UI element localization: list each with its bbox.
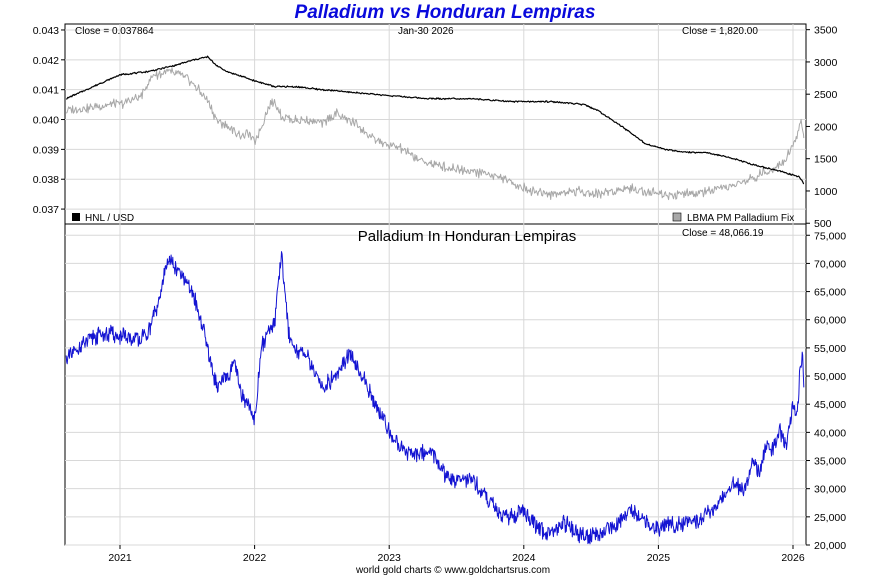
right-tick-label: 3000 [814, 57, 838, 69]
bottom-right-tick-label: 55,000 [814, 343, 846, 355]
bottom-right-tick-label: 20,000 [814, 540, 846, 552]
left-tick-label: 0.038 [33, 174, 59, 186]
left-tick-label: 0.043 [33, 25, 59, 37]
bottom-right-tick-label: 65,000 [814, 287, 846, 299]
bottom-right-tick-label: 60,000 [814, 315, 846, 327]
bottom-subtitle: Palladium In Honduran Lempiras [358, 228, 576, 245]
right-tick-label: 1000 [814, 186, 838, 198]
right-tick-label: 2000 [814, 121, 838, 133]
x-tick-label: 2023 [378, 552, 402, 564]
series-layer [65, 55, 805, 545]
grid-layer [65, 24, 806, 546]
right-tick-label: 500 [814, 218, 832, 230]
legend-hnl-label: HNL / USD [85, 213, 134, 224]
x-tick-label: 2026 [781, 552, 805, 564]
right-tick-label: 1500 [814, 154, 838, 166]
bottom-right-tick-label: 45,000 [814, 399, 846, 411]
hnl-usd-line [65, 55, 805, 185]
palladium-usd-line [65, 67, 805, 201]
bottom-right-tick-label: 25,000 [814, 512, 846, 524]
top-date: Jan-30 2026 [398, 26, 454, 37]
left-tick-label: 0.041 [33, 85, 59, 97]
chart-title: Palladium vs Honduran Lempiras [294, 2, 596, 23]
credit-text: world gold charts © www.goldchartsrus.co… [355, 565, 550, 575]
top-close-left: Close = 0.037864 [75, 26, 154, 37]
legend-palladium-swatch [672, 212, 682, 222]
top-close-right: Close = 1,820.00 [682, 26, 758, 37]
bottom-right-tick-label: 50,000 [814, 371, 846, 383]
left-tick-label: 0.039 [33, 144, 59, 156]
right-tick-label: 2500 [814, 89, 838, 101]
right-tick-label: 3500 [814, 25, 838, 37]
bottom-right-tick-label: 75,000 [814, 230, 846, 242]
x-tick-label: 2021 [108, 552, 132, 564]
x-tick-label: 2025 [647, 552, 671, 564]
palladium-hnl-line [65, 251, 805, 545]
bottom-right-tick-label: 30,000 [814, 484, 846, 496]
bottom-right-tick-label: 70,000 [814, 258, 846, 270]
axis-layer: 2021 2022 2023 2024 2025 2026 0.037 0.038 0.039 0… [33, 25, 847, 564]
bottom-right-tick-label: 35,000 [814, 456, 846, 468]
left-tick-label: 0.040 [33, 115, 59, 127]
bottom-right-tick-label: 40,000 [814, 427, 846, 439]
legend-palladium-label: LBMA PM Palladium Fix [687, 213, 794, 224]
bottom-close: Close = 48,066.19 [682, 228, 764, 239]
x-tick-label: 2022 [243, 552, 267, 564]
left-tick-label: 0.042 [33, 55, 59, 67]
legend-hnl-swatch [72, 213, 80, 221]
left-tick-label: 0.037 [33, 204, 59, 216]
x-tick-label: 2024 [512, 552, 536, 564]
